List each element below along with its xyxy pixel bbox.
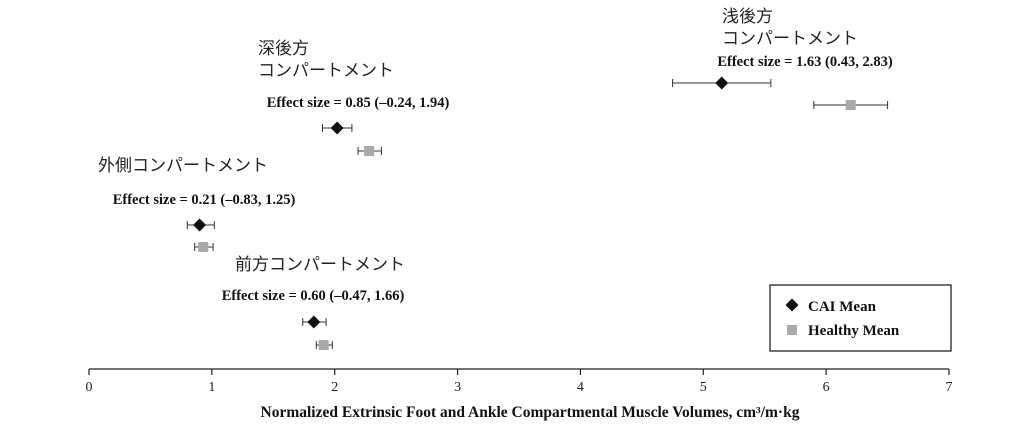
- cai-mean-marker: [330, 121, 344, 135]
- legend-box: [769, 284, 952, 352]
- group-label: 浅後方コンパートメント: [722, 7, 858, 49]
- healthy-mean-marker: [364, 146, 375, 156]
- effect-size-label: Effect size = 0.60 (–0.47, 1.66): [222, 288, 405, 304]
- x-tick-label: 6: [823, 380, 830, 395]
- group-labels: 浅後方コンパートメント Effect size = 1.63 (0.43, 2.8…: [98, 7, 893, 304]
- group-label: 外側コンパートメント: [98, 156, 268, 176]
- legend-cai-label: CAI Mean: [808, 299, 877, 315]
- cai-mean-marker: [307, 315, 321, 329]
- effect-size-label: Effect size = 1.63 (0.43, 2.83): [717, 54, 893, 70]
- cai-mean-marker: [715, 76, 729, 90]
- healthy-mean-marker: [198, 242, 209, 252]
- cai-mean-marker: [193, 218, 207, 232]
- x-tick-label: 7: [946, 380, 953, 395]
- legend-cai-marker: [785, 298, 799, 312]
- legend-healthy-marker: [787, 325, 797, 335]
- x-tick-label: 4: [577, 380, 584, 395]
- group-label: 前方コンパートメント: [235, 255, 405, 275]
- chart-marks: [186, 76, 889, 350]
- legend-healthy-label: Healthy Mean: [808, 323, 900, 339]
- healthy-mean-marker: [318, 340, 329, 350]
- group-label: 深後方コンパートメント: [258, 39, 394, 81]
- x-tick-label: 0: [86, 380, 93, 395]
- x-axis: 0 1 2 3 4 5 6 7: [86, 368, 953, 395]
- x-tick-label: 3: [454, 380, 461, 395]
- x-tick-label: 1: [208, 380, 215, 395]
- healthy-mean-marker: [845, 100, 856, 110]
- x-tick-label: 2: [331, 380, 338, 395]
- effect-size-label: Effect size = 0.85 (–0.24, 1.94): [267, 95, 450, 111]
- effect-size-label: Effect size = 0.21 (–0.83, 1.25): [113, 192, 296, 208]
- x-axis-label: Normalized Extrinsic Foot and Ankle Comp…: [261, 404, 800, 421]
- x-tick-label: 5: [700, 380, 707, 395]
- legend: CAI Mean Healthy Mean: [769, 284, 952, 352]
